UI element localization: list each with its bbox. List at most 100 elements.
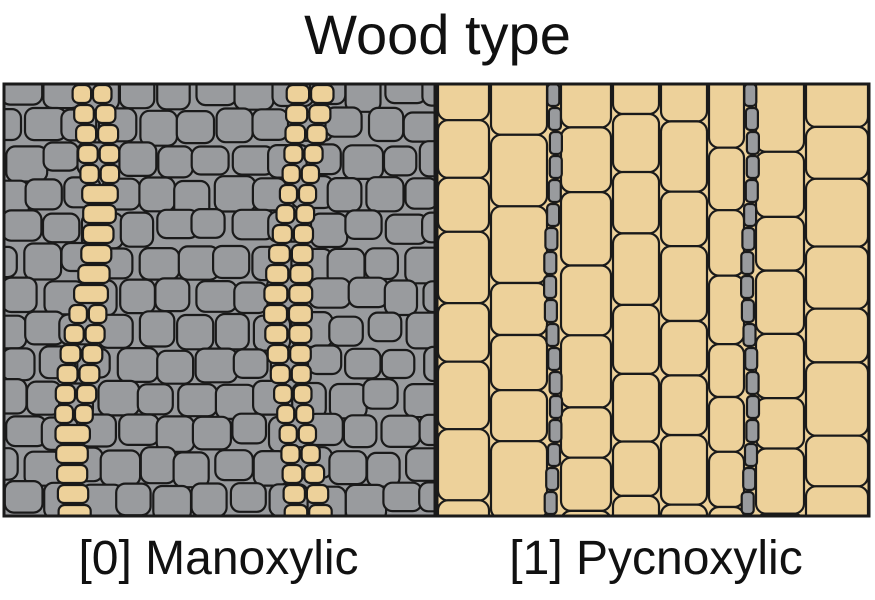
parenchyma-cell (418, 481, 435, 513)
parenchyma-cell (23, 242, 63, 281)
tracheid-cell (659, 190, 709, 248)
manoxylic-panel (4, 84, 435, 516)
parenchyma-cell (156, 349, 195, 385)
parenchyma-cell (342, 414, 378, 449)
ray-cell (283, 143, 304, 165)
ray-cell (295, 403, 315, 425)
tracheid-cell (754, 332, 806, 400)
ray-cell (305, 483, 330, 505)
parenchyma-cell (423, 345, 435, 383)
parenchyma-cell (41, 212, 81, 244)
ray-cell (280, 443, 301, 465)
ray-cell (285, 84, 311, 105)
ray-cell (268, 243, 291, 265)
ray-cell (263, 303, 289, 325)
parenchyma-cell (422, 280, 435, 314)
ray-cell (290, 243, 314, 265)
parenchyma-cell (4, 276, 38, 314)
ray-cell (743, 84, 758, 108)
parenchyma-cell (115, 482, 152, 516)
ray-cell (745, 154, 760, 180)
ray-cell (744, 178, 759, 204)
tracheid-cell (437, 499, 491, 516)
ray-cell (75, 383, 98, 405)
tracheid-cell (659, 434, 709, 506)
ray-cell (266, 343, 290, 365)
tracheid-cell (611, 112, 661, 174)
ray-cell (278, 423, 298, 445)
ray-cell (742, 202, 758, 228)
ray-cell (308, 503, 333, 516)
ray-cell (72, 283, 109, 305)
parenchyma-cell (190, 145, 230, 176)
parenchyma-cell (364, 247, 400, 281)
parenchyma-cell (328, 450, 368, 486)
tracheid-cell (559, 456, 613, 513)
manoxylic-label: [0] Manoxylic (78, 532, 359, 585)
ray-cell (545, 202, 561, 228)
parenchyma-cell (367, 311, 403, 343)
ray-cell (77, 143, 99, 165)
parenchyma-cell (344, 347, 382, 380)
parenchyma-cell (380, 414, 421, 449)
ray-cell (56, 483, 90, 505)
ray-cell (289, 263, 314, 285)
ray-cell (73, 403, 94, 425)
tracheid-cell (659, 374, 709, 437)
ray-cell (543, 250, 558, 276)
tracheid-cell (489, 389, 549, 443)
parenchyma-cell (119, 278, 156, 315)
ray-cell (297, 423, 318, 445)
ray-cell (81, 343, 104, 365)
ray-cell (295, 203, 316, 225)
parenchyma-cell (229, 482, 267, 513)
ray-cell (84, 323, 106, 345)
ray-cell (71, 84, 93, 105)
ray-cell (59, 343, 82, 365)
ray-cell (742, 466, 757, 492)
parenchyma-cell (97, 379, 141, 417)
ray-cell (54, 423, 92, 445)
wood-type-figure (2, 82, 871, 518)
ray-cell (73, 103, 95, 125)
parenchyma-cell (383, 279, 419, 317)
ray-cell (548, 154, 563, 180)
parenchyma-cell (421, 211, 435, 244)
left-panel-frame (2, 82, 437, 518)
ray-cell (292, 223, 315, 245)
tracheid-cell (489, 281, 549, 337)
ray-cell (283, 503, 309, 516)
tracheid-cell (559, 264, 613, 337)
ray-cell (77, 263, 111, 285)
parenchyma-cell (177, 383, 219, 418)
parenchyma-cell (418, 140, 435, 178)
tracheid-cell (489, 205, 549, 285)
ray-cell (55, 463, 89, 485)
parenchyma-cell (215, 107, 254, 144)
parenchyma-cell (344, 84, 382, 113)
ray-cell (288, 283, 314, 305)
parenchyma-cell (380, 348, 416, 380)
ray-cell (310, 84, 335, 105)
parenchyma-cell (404, 177, 435, 210)
tracheid-cell (611, 303, 661, 375)
ray-cell (742, 322, 757, 348)
ray-cell (54, 383, 77, 405)
parenchyma-cell (367, 106, 405, 143)
tracheid-cell (437, 428, 491, 502)
ray-cell (743, 442, 759, 468)
ray-cell (56, 363, 79, 385)
tracheid-cell (659, 245, 709, 323)
ray-cell (281, 463, 304, 485)
ray-cell (547, 106, 563, 132)
ray-cell (745, 370, 760, 396)
tracheid-cell (611, 372, 661, 443)
parenchyma-cell (190, 208, 226, 239)
ray-cell (303, 463, 326, 485)
ray-cell (264, 323, 289, 345)
ray-cell (68, 303, 89, 325)
parenchyma-cell (306, 344, 343, 376)
ray-cell (744, 346, 759, 372)
parenchyma-cell (118, 84, 156, 110)
parenchyma-cell (232, 348, 269, 379)
